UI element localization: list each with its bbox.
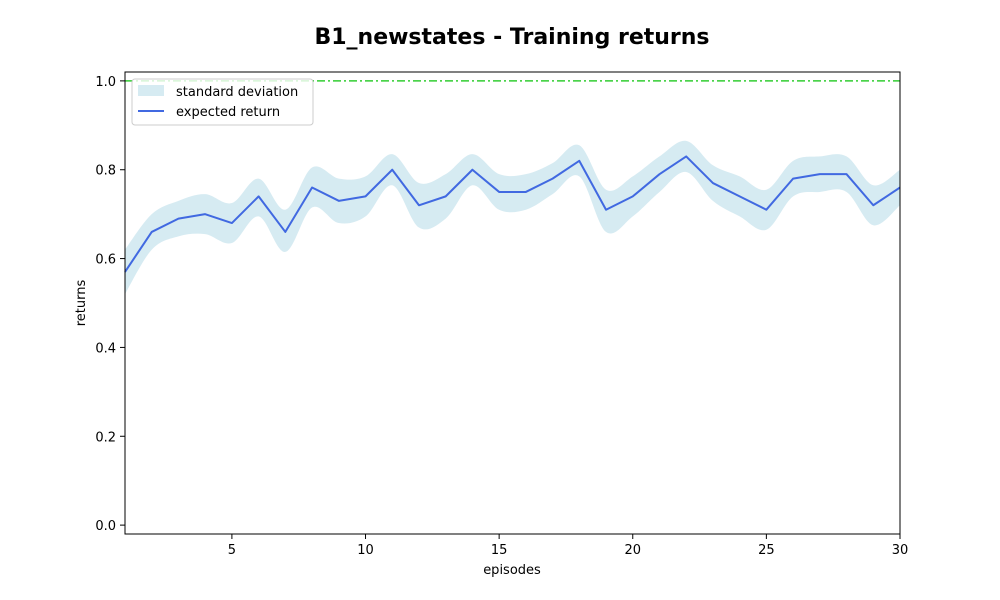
y-tick-label: 0.0	[95, 519, 116, 534]
x-tick-label: 30	[892, 543, 909, 558]
y-axis-label: returns	[74, 280, 89, 327]
std-band	[125, 140, 900, 295]
x-tick-label: 10	[357, 543, 374, 558]
axis-ticks: 5 10 15 20 25 30 0.0 0.2 0.4 0.6 0.8 1.0	[95, 75, 908, 558]
series-line-expected-return	[124, 155, 901, 273]
y-tick-label: 0.6	[95, 253, 116, 268]
chart-title: B1_newstates - Training returns	[314, 25, 709, 50]
y-tick-label: 0.4	[95, 341, 116, 356]
legend-label-line: expected return	[176, 105, 280, 120]
x-tick-label: 25	[758, 543, 775, 558]
plot-frame	[124, 71, 901, 535]
x-tick-label: 5	[228, 543, 236, 558]
x-tick-label: 15	[491, 543, 508, 558]
legend-swatch-band	[138, 85, 164, 96]
legend-box	[131, 78, 314, 126]
x-tick-label: 20	[624, 543, 641, 558]
y-tick-label: 1.0	[95, 75, 116, 90]
y-tick-label: 0.8	[95, 164, 116, 179]
legend: standard deviation expected return	[131, 78, 314, 126]
y-tick-label: 0.2	[95, 430, 116, 445]
legend-label-band: standard deviation	[176, 85, 298, 100]
x-axis-label: episodes	[483, 563, 541, 578]
